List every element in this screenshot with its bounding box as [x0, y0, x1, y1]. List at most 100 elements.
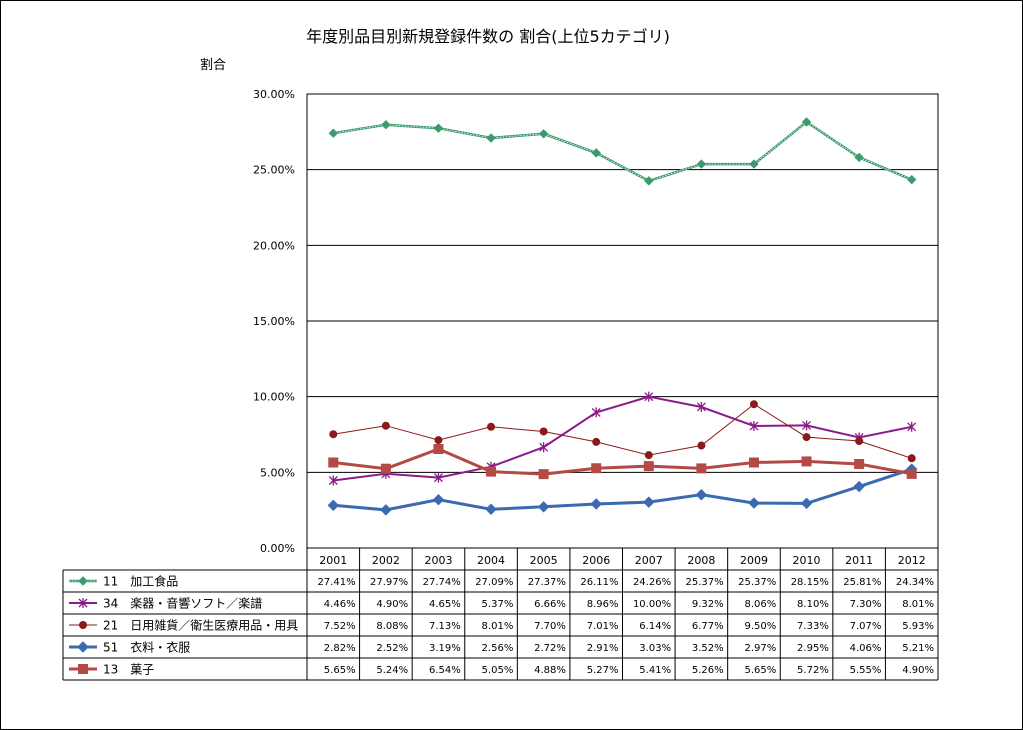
- chart-title: 年度別品目別新規登録件数の 割合(上位5カテゴリ): [306, 27, 670, 46]
- y-tick-label: 5.00%: [260, 466, 295, 479]
- table-cell-value: 5.55%: [850, 665, 882, 676]
- table-cell-value: 8.10%: [797, 599, 829, 610]
- table-cell-value: 7.70%: [534, 621, 566, 632]
- x-tick-label: 2009: [740, 554, 768, 567]
- x-tick-label: 2011: [845, 554, 873, 567]
- data-point: [696, 159, 707, 169]
- data-point: [907, 421, 917, 432]
- x-tick-label: 2003: [424, 554, 452, 567]
- table-cell-value: 9.50%: [744, 621, 776, 632]
- data-point: [380, 504, 392, 516]
- table-cell-value: 4.90%: [376, 599, 408, 610]
- data-table: 2001 2002 2003 2004 2005 2006 2007 2008 2009 2010…: [62, 547, 939, 681]
- series-5: [328, 444, 917, 480]
- table-cell-value: 7.07%: [850, 621, 882, 632]
- table-cell-value: 7.13%: [429, 621, 461, 632]
- series-lines: [327, 117, 918, 516]
- series-line: [333, 395, 912, 482]
- data-point: [433, 123, 444, 133]
- data-point: [538, 469, 549, 480]
- data-point: [643, 461, 654, 472]
- data-point: [907, 454, 916, 463]
- table-cell-value: 2.91%: [587, 643, 619, 654]
- data-point: [591, 407, 601, 418]
- table-cell-value: 5.65%: [744, 665, 776, 676]
- gridlines: [306, 93, 939, 549]
- data-point: [381, 120, 391, 130]
- series-line: [333, 120, 913, 183]
- x-tick-label: 2008: [687, 554, 715, 567]
- data-point: [538, 129, 549, 139]
- table-cell-value: 5.41%: [639, 665, 671, 676]
- table-cell-value: 5.26%: [692, 665, 724, 676]
- x-tick-label: 2005: [530, 554, 558, 567]
- data-point: [855, 437, 864, 446]
- series-3: [329, 400, 916, 463]
- table-cell-value: 7.30%: [850, 599, 882, 610]
- data-point: [644, 451, 653, 460]
- y-tick-label: 30.00%: [253, 88, 295, 101]
- table-cell-value: 6.77%: [692, 621, 724, 632]
- table-cell-value: 25.81%: [843, 577, 881, 588]
- table-cell-value: 8.08%: [376, 621, 408, 632]
- table-cell-value: 5.05%: [482, 665, 514, 676]
- legend-label: 11 加工食品: [103, 574, 178, 589]
- table-cell-value: 4.88%: [534, 665, 566, 676]
- legend-key-marker: [78, 598, 88, 608]
- data-point: [802, 420, 812, 431]
- data-point: [380, 463, 391, 474]
- table-cell-value: 6.14%: [639, 621, 671, 632]
- table-cell-value: 2.56%: [482, 643, 514, 654]
- table-cell-value: 2.82%: [324, 643, 356, 654]
- series-4: [327, 463, 918, 516]
- y-tick-label: 15.00%: [253, 315, 295, 328]
- legend-label: 13 菓子: [103, 663, 154, 677]
- table-cell-value: 27.97%: [370, 577, 408, 588]
- data-point: [591, 463, 602, 474]
- table-cell-value: 7.01%: [587, 621, 619, 632]
- data-point: [800, 497, 813, 510]
- table-cell-value: 4.06%: [850, 643, 882, 654]
- y-tick-label: 0.00%: [260, 542, 295, 555]
- data-point: [486, 133, 496, 143]
- data-point: [696, 401, 706, 412]
- table-cell-value: 9.32%: [692, 599, 724, 610]
- data-point: [801, 456, 812, 467]
- data-point: [434, 436, 443, 445]
- x-tick-label: 2002: [372, 554, 400, 567]
- table-cell-value: 25.37%: [738, 577, 776, 588]
- legend-key-marker: [78, 576, 88, 586]
- data-point: [433, 444, 444, 455]
- data-point: [644, 176, 654, 186]
- table-cell-value: 24.34%: [896, 577, 934, 588]
- data-point: [749, 159, 759, 169]
- table-cell-value: 4.90%: [902, 665, 934, 676]
- series-line: [333, 467, 913, 512]
- data-point: [537, 501, 550, 513]
- series-line-pattern: [333, 121, 912, 182]
- table-cell-value: 10.00%: [633, 599, 671, 610]
- data-point: [853, 480, 865, 493]
- table-cell-value: 5.65%: [324, 665, 356, 676]
- data-point: [644, 391, 654, 402]
- data-point: [329, 430, 338, 439]
- y-axis-label: 割合: [200, 57, 226, 73]
- table-cell-value: 3.52%: [692, 643, 724, 654]
- data-point: [749, 421, 759, 432]
- data-point: [487, 422, 496, 431]
- table-cell-value: 5.24%: [376, 665, 408, 676]
- data-point: [433, 472, 443, 483]
- x-tick-label: 2001: [319, 554, 347, 567]
- data-point: [591, 148, 601, 158]
- data-point: [695, 489, 708, 501]
- data-point: [854, 152, 864, 163]
- data-point: [696, 463, 707, 474]
- data-point: [486, 466, 497, 477]
- table-cell-value: 5.37%: [482, 599, 514, 610]
- data-point: [381, 421, 390, 430]
- data-point: [485, 503, 497, 515]
- table-cell-value: 2.72%: [534, 643, 566, 654]
- data-point: [802, 433, 811, 442]
- table-cell-value: 3.03%: [639, 643, 671, 654]
- data-point: [328, 457, 339, 468]
